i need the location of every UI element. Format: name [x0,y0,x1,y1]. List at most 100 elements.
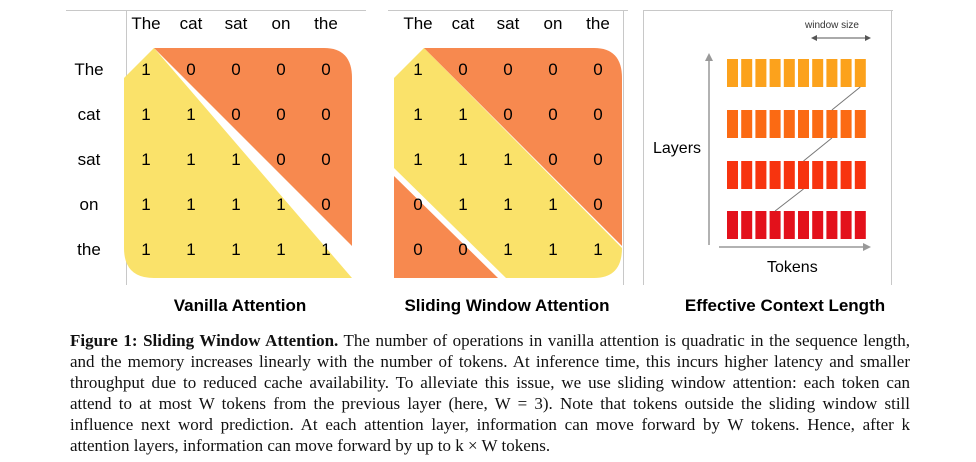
vanilla-cell: 1 [141,240,151,259]
sliding-cell: 0 [593,60,603,79]
vanilla-cell: 1 [186,240,196,259]
vanilla-row-token: on [79,195,99,214]
effective-title: Effective Context Length [684,296,886,315]
sliding-cell: 0 [458,240,468,259]
sliding-lower-triangle [394,176,498,278]
token-block [798,161,809,189]
sliding-cell: 1 [458,195,468,214]
window-connector [803,137,833,162]
vanilla-lower-triangle [124,48,352,278]
token-block [798,211,809,239]
window-size-arrow [811,35,871,41]
effective-border-left [643,10,644,285]
token-block [783,161,795,189]
sliding-cell: 0 [503,60,513,79]
token-block [854,211,866,239]
token-block [769,211,781,239]
token-block [741,59,753,87]
token-block [812,59,824,87]
token-block [840,211,852,239]
sliding-cell: 0 [593,195,603,214]
vanilla-cell: 1 [231,240,241,259]
window-size-label: window size [805,20,859,31]
token-block [769,110,781,138]
vanilla-matrix [124,48,352,278]
token-block [755,161,767,189]
vanilla-col-token: sat [224,14,248,33]
vanilla-col-token: The [131,14,161,33]
token-block [727,161,738,189]
sliding-cell: 0 [593,105,603,124]
vanilla-cell: 0 [276,60,286,79]
token-block [840,161,852,189]
token-block [798,59,809,87]
vanilla-cell: 0 [231,105,241,124]
token-block [727,59,738,87]
window-connector [831,86,861,111]
tokens-label: Tokens [767,259,818,276]
vanilla-border-top [66,10,366,11]
token-block [854,161,866,189]
effective-context-diagram [705,53,871,251]
sliding-cell: 1 [413,150,423,169]
token-block [826,59,838,87]
sliding-cell: 1 [413,105,423,124]
vanilla-row-token: cat [77,105,101,124]
layers-label: Layers [653,140,702,157]
vanilla-cell: 1 [321,240,331,259]
vanilla-cell: 1 [141,60,151,79]
sliding-cell: 1 [593,240,603,259]
sliding-attention-panel: The cat sat on the 1 0 0 0 0 1 1 0 0 0 1 1 1 0 0 0 1 1 1 0 0 0 1 1 1 [388,0,628,290]
sliding-cell: 0 [413,195,423,214]
vanilla-cell: 0 [186,60,196,79]
vanilla-cell: 0 [276,150,286,169]
token-block [854,59,866,87]
sliding-col-token: sat [496,14,520,33]
sliding-cell: 1 [413,60,423,79]
vanilla-cell: 1 [141,195,151,214]
vanilla-cell: 1 [276,240,286,259]
token-block [755,110,767,138]
token-block [783,59,795,87]
vanilla-cell: 0 [321,105,331,124]
sliding-yellow-band [394,48,622,278]
token-block [812,110,824,138]
token-block [840,59,852,87]
token-block [769,59,781,87]
vanilla-cell: 0 [321,150,331,169]
caption-label: Figure 1: Sliding Window Attention. [70,331,339,350]
token-block [812,161,824,189]
vanilla-cell: 0 [321,60,331,79]
token-block [755,59,767,87]
vanilla-cell: 1 [186,105,196,124]
vanilla-col-token: cat [179,14,203,33]
token-block [741,211,753,239]
sliding-cell: 1 [548,240,558,259]
token-block [840,110,852,138]
token-block [783,110,795,138]
token-block [769,161,781,189]
vanilla-cell: 1 [276,195,286,214]
vanilla-col-token: on [271,14,291,33]
vanilla-cell: 1 [141,105,151,124]
sliding-title: Sliding Window Attention [404,296,610,315]
token-block [854,110,866,138]
token-block [727,110,738,138]
vanilla-row-token: The [74,60,104,79]
vanilla-row-token: sat [77,150,101,169]
vanilla-upper-triangle [154,48,352,246]
vanilla-cell: 1 [231,195,241,214]
sliding-upper-triangle [424,48,622,246]
token-block [783,211,795,239]
sliding-border-top [388,10,628,11]
token-block [755,211,767,239]
token-block [741,161,753,189]
sliding-col-token: the [586,14,610,33]
vanilla-col-token: the [314,14,338,33]
effective-border-top [643,10,893,11]
token-block [812,211,824,239]
sliding-cell: 1 [503,195,513,214]
effective-context-panel: window size Layers Tokens [643,0,893,290]
